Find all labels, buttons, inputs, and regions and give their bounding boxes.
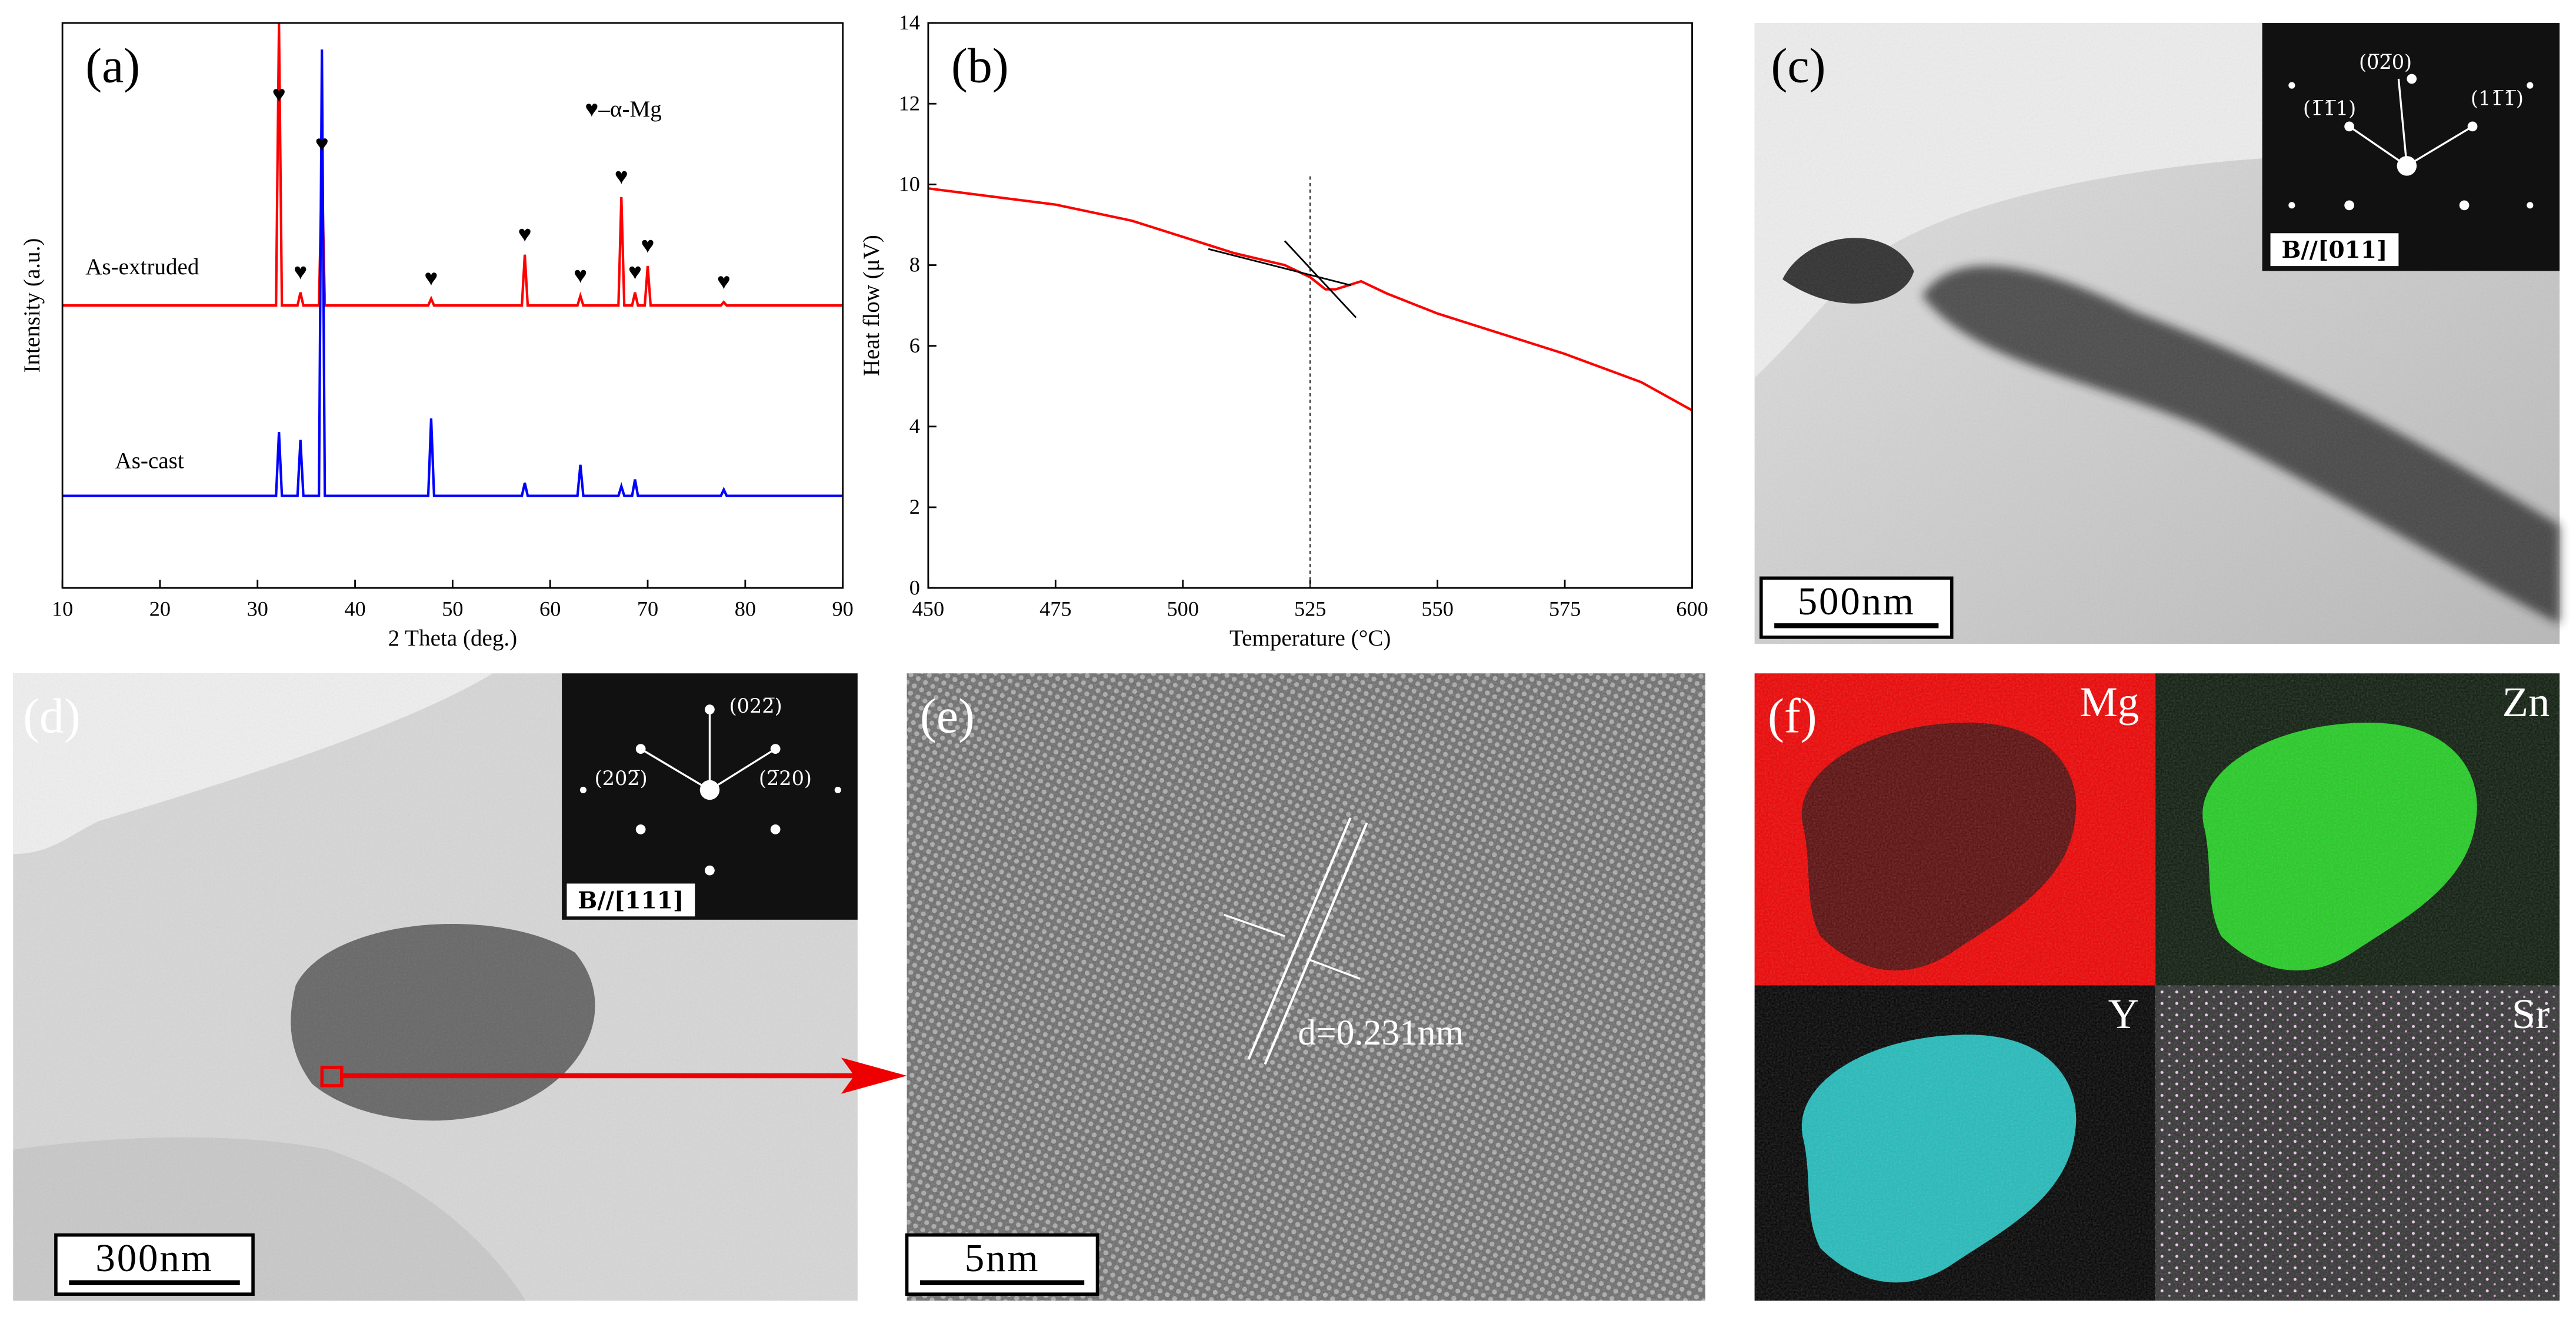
element-label: Sr [2512,990,2550,1037]
saed-vectors [640,709,777,791]
y-tick-label: 8 [909,253,920,277]
peak-marker: ♥ [574,262,587,288]
element-label: Mg [2080,678,2139,726]
peak-marker: ♥ [615,164,628,189]
scale-bar-label: 300nm [95,1236,213,1280]
tangent-line [1208,248,1351,287]
x-tick-label: 30 [247,597,268,621]
panel-label: (c) [1771,39,1826,94]
peak-marker: ♥ [294,260,307,285]
scale-bar-label: 5nm [965,1236,1040,1280]
x-tick-label: 20 [149,597,171,621]
series-label: As-cast [115,448,184,473]
x-axis-label: Temperature (°C) [1229,626,1391,651]
panel-label: (b) [951,39,1009,94]
peak-marker: ♥ [717,269,731,294]
x-tick-label: 90 [832,597,854,621]
series-label: As-extruded [85,254,199,280]
spot-label: (022̅) [729,694,782,717]
spacing-arrows [1224,913,1361,980]
peak-marker: ♥ [641,233,654,258]
spot-label: (1̅1̅1) [2303,97,2356,119]
y-tick-label: 2 [909,495,920,518]
charts: 10 20 30 40 50 60 70 80 902 Theta (deg.)Intensit… [19,11,1708,651]
y-tick-label: 4 [909,414,920,438]
panel-label: (a) [85,39,140,94]
y-tick-label: 12 [899,91,920,115]
element-label: Y [2108,990,2139,1037]
panel-d: (022̅) (202̅) (2̅20) B//[111] (d) 300nm [13,673,907,1301]
panel-e: d=0.231nm (e) 5nm [905,673,1705,1301]
y-axis-label: Intensity (a.u.) [19,238,45,373]
spot-label: (0̅2̅0) [2359,51,2412,74]
spot-label: (2̅20) [759,767,812,790]
panel-label: (f) [1768,689,1817,744]
peak-marker: ♥ [272,82,286,107]
element-label: Zn [2502,678,2550,726]
y-tick-label: 14 [899,11,920,34]
x-tick-label: 575 [1549,597,1581,621]
data-line [62,49,843,497]
x-tick-label: 550 [1421,597,1453,621]
peak-marker: ♥ [315,131,329,157]
spacing-label: d=0.231nm [1298,1013,1464,1053]
texture [907,673,1705,1301]
saed-inset [2262,23,2560,271]
x-tick-label: 50 [442,597,463,621]
data-line [928,187,1692,412]
panel-label: (e) [920,689,975,744]
plot-frame [927,22,1693,589]
zone-axis: B//[011] [2281,237,2387,264]
y-tick-label: 0 [909,576,920,599]
spot-label: (11̅1̅) [2471,87,2524,110]
x-tick-label: 500 [1167,597,1199,621]
x-tick-label: 10 [52,597,73,621]
x-tick-label: 450 [912,597,944,621]
label-box [2270,233,2399,267]
tangent-line [1284,240,1357,318]
x-tick-label: 525 [1294,597,1326,621]
label-box [566,883,695,917]
arrow-head [841,1057,907,1094]
x-tick-label: 60 [539,597,561,621]
spot-label: (202̅) [595,767,648,790]
peak-marker: ♥ [424,265,438,291]
fringe-lines [1247,817,1368,1065]
legend-note: ♥–α-Mg [585,97,662,122]
data-line [62,23,843,307]
x-tick-label: 40 [344,597,365,621]
scale-bar-label: 500nm [1798,580,1915,623]
x-axis-label: 2 Theta (deg.) [388,626,518,651]
peak-marker: ♥ [518,221,531,247]
y-tick-label: 6 [909,334,920,357]
peak-marker: ♥ [628,260,642,285]
x-tick-label: 600 [1676,597,1708,621]
y-tick-label: 10 [899,172,920,196]
saed-vectors [2348,78,2473,167]
chart: 10 20 30 40 50 60 70 80 90 2 Theta (deg.) Intensit… [19,22,854,651]
panel-c: (0̅2̅0) (1̅1̅1) (11̅1̅) B//[011] (c) 500… [1754,23,2560,644]
x-tick-label: 475 [1039,597,1071,621]
texture [1754,673,2560,1301]
chart: 450 475 500 525 550 575 600 0 2 4 6 8 10 12 14 Temperat… [859,11,1708,651]
x-tick-label: 70 [637,597,658,621]
zone-axis: B//[111] [578,887,684,914]
plot-frame [61,22,844,589]
panel-label: (d) [23,689,81,744]
x-tick-label: 80 [735,597,756,621]
y-axis-label: Heat flow (μV) [859,235,884,376]
panel-f: (f) Mg Zn Y Sr [1754,673,2560,1301]
